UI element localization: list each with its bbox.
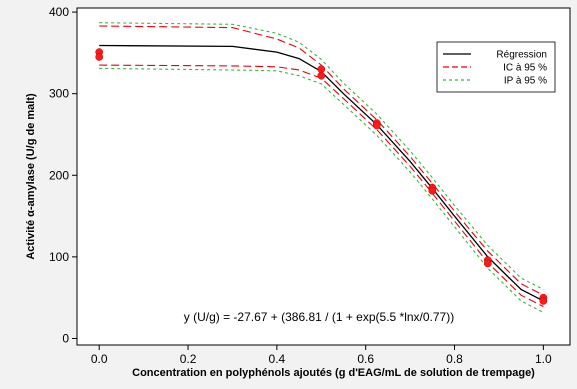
data-point — [95, 53, 104, 61]
regression-equation: y (U/g) = -27.67 + (386.81 / (1 + exp(5.… — [184, 310, 454, 324]
y-tick-label: 100 — [49, 250, 69, 264]
data-point — [317, 71, 326, 80]
x-tick-label: 0.8 — [446, 352, 463, 366]
data-point — [539, 297, 548, 305]
y-tick-label: 300 — [49, 87, 69, 101]
legend-label: Régression — [496, 50, 547, 61]
y-axis-title: Activité α-amylase (U/g de malt) — [25, 93, 37, 260]
x-tick-label: 0.0 — [91, 352, 108, 366]
legend-label: IP à 95 % — [504, 76, 547, 87]
series-line-3 — [99, 22, 544, 290]
data-point — [372, 121, 381, 130]
data-point — [317, 65, 326, 74]
y-tick-label: 200 — [49, 168, 69, 182]
x-tick-label: 0.2 — [180, 352, 197, 366]
x-tick-label: 0.6 — [357, 352, 374, 366]
x-tick-label: 1.0 — [535, 352, 552, 366]
series-line-1 — [99, 25, 544, 296]
legend-label: IC à 95 % — [503, 63, 547, 74]
y-tick-label: 400 — [49, 5, 69, 19]
x-tick-label: 0.4 — [269, 352, 286, 366]
y-tick-label: 0 — [62, 331, 69, 345]
x-axis-title: Concentration en polyphénols ajoutés (g … — [132, 367, 535, 379]
data-point — [428, 186, 437, 195]
data-point — [483, 259, 492, 268]
